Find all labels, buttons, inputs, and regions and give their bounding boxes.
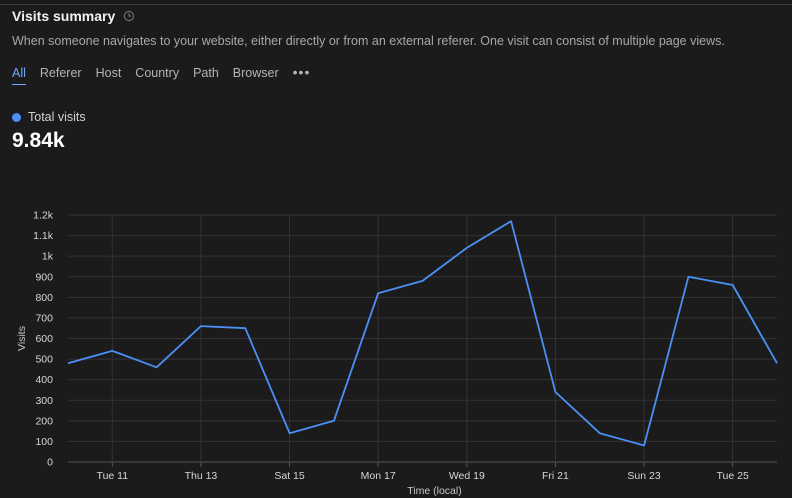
y-tick-label: 800 — [35, 292, 53, 304]
series-line-total-visits[interactable] — [67, 220, 778, 447]
data-point[interactable] — [199, 324, 203, 328]
more-tabs-button[interactable]: ••• — [292, 64, 311, 80]
data-point[interactable] — [775, 361, 779, 365]
data-point[interactable] — [332, 419, 336, 423]
x-tick-label: Wed 19 — [449, 470, 485, 482]
data-point[interactable] — [421, 279, 425, 283]
page-title: Visits summary — [12, 8, 116, 24]
y-tick-label: 1.2k — [33, 210, 54, 222]
x-tick-label: Tue 25 — [717, 470, 749, 482]
chart-series — [66, 219, 779, 448]
x-tick-label: Tue 11 — [97, 470, 129, 482]
tab-country[interactable]: Country — [135, 66, 180, 80]
x-tick-label: Sat 15 — [274, 470, 305, 482]
data-point[interactable] — [553, 390, 557, 394]
legend: Total visits — [12, 110, 86, 124]
data-point[interactable] — [731, 283, 735, 287]
tab-host[interactable]: Host — [95, 66, 122, 80]
x-tick-label: Mon 17 — [361, 470, 396, 482]
data-point[interactable] — [509, 219, 513, 223]
clock-icon[interactable] — [123, 10, 135, 22]
page-subtitle: When someone navigates to your website, … — [12, 34, 725, 48]
data-point[interactable] — [66, 361, 70, 365]
data-point[interactable] — [288, 431, 292, 435]
x-axis-label: Time (local) — [407, 485, 461, 497]
data-point[interactable] — [465, 246, 469, 250]
y-tick-label: 900 — [35, 271, 53, 283]
legend-label: Total visits — [28, 110, 86, 124]
x-tick-label: Fri 21 — [542, 470, 569, 482]
data-point[interactable] — [376, 291, 380, 295]
total-visits-value: 9.84k — [12, 129, 65, 152]
y-tick-label: 500 — [35, 354, 53, 366]
tab-bar: All Referer Host Country Path Browser ••… — [12, 64, 311, 85]
y-axis-label: Visits — [16, 326, 28, 351]
legend-dot-icon — [12, 112, 21, 122]
y-tick-label: 100 — [35, 436, 53, 448]
chart-grid — [68, 214, 777, 467]
tab-referer[interactable]: Referer — [39, 66, 82, 80]
x-tick-label: Thu 13 — [185, 470, 218, 482]
tab-path[interactable]: Path — [193, 66, 219, 80]
title-row: Visits summary — [12, 8, 135, 24]
y-tick-label: 300 — [35, 395, 53, 407]
y-tick-label: 200 — [35, 415, 53, 427]
data-point[interactable] — [686, 275, 690, 279]
data-point[interactable] — [598, 431, 602, 435]
data-point[interactable] — [243, 326, 247, 330]
tab-browser[interactable]: Browser — [232, 66, 279, 80]
top-border — [0, 4, 792, 5]
y-tick-label: 400 — [35, 374, 53, 386]
y-tick-label: 1.1k — [33, 230, 54, 242]
y-axis-ticks: 0 100 200 300 400 500 600 700 800 900 1k 1.1k 1.2k — [33, 210, 54, 469]
y-tick-label: 0 — [47, 457, 53, 469]
y-tick-label: 1k — [42, 251, 54, 263]
y-tick-label: 700 — [35, 312, 53, 324]
tab-all[interactable]: All — [12, 66, 26, 85]
data-point[interactable] — [642, 444, 646, 448]
x-axis-ticks: Tue 11 Thu 13 Sat 15 Mon 17 Wed 19 Fri 21 Sun … — [97, 470, 749, 482]
data-point[interactable] — [110, 349, 114, 353]
x-tick-label: Sun 23 — [627, 470, 660, 482]
data-point[interactable] — [155, 365, 159, 369]
y-tick-label: 600 — [35, 333, 53, 345]
